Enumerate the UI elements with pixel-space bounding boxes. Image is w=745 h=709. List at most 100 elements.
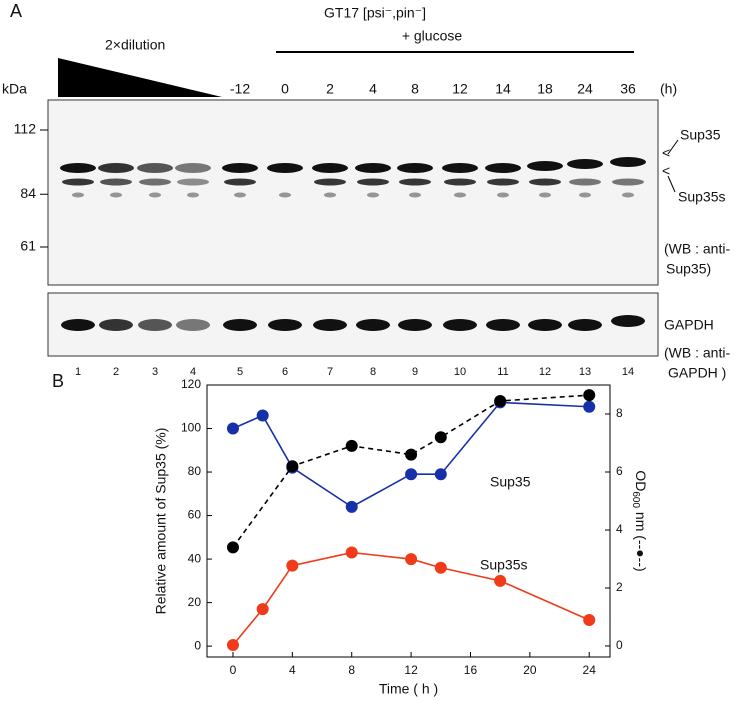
data-point: [345, 439, 358, 452]
lane-number: 7: [327, 366, 333, 378]
dilution-label: 2×dilution: [105, 37, 165, 53]
band: [612, 178, 644, 186]
band: [60, 163, 96, 173]
data-point: [494, 394, 507, 407]
y-tick-label: 0: [194, 638, 201, 652]
data-point: [226, 639, 239, 652]
band: [398, 319, 432, 331]
lane-number: 2: [113, 366, 119, 378]
bands: [60, 157, 646, 331]
time-label: 24: [577, 81, 593, 97]
band: [356, 319, 390, 331]
time-label: 2: [326, 81, 334, 97]
band: [138, 319, 172, 331]
lane-number: 6: [282, 366, 288, 378]
x-tick-label: 16: [464, 663, 478, 677]
lane-number: 11: [497, 366, 508, 378]
wb-label: GAPDH ): [668, 365, 726, 381]
band: [312, 163, 348, 173]
time-label: 12: [452, 81, 468, 97]
time-label: -12: [230, 81, 250, 97]
band: [527, 161, 563, 171]
band: [529, 178, 561, 186]
condition-label: + glucose: [402, 28, 463, 44]
y2-tick-label: 8: [616, 406, 623, 420]
data-point: [405, 553, 418, 566]
lane-number: 9: [412, 366, 418, 378]
band: [100, 178, 132, 186]
marker-label: 61: [20, 238, 36, 254]
band: [267, 163, 303, 173]
x-tick-label: 24: [583, 663, 597, 677]
band: [72, 192, 84, 198]
lane-number: 8: [370, 366, 376, 378]
band: [409, 192, 421, 198]
band: [442, 163, 478, 173]
data-point: [286, 559, 299, 572]
time-unit: (h): [660, 81, 677, 97]
y2-tick-label: 0: [616, 638, 623, 652]
lane-number: 14: [622, 366, 634, 378]
y-axis-label: Relative amount of Sup35 (%): [153, 428, 169, 615]
band-label: Sup35: [680, 127, 721, 143]
band-label: Sup35s: [678, 189, 725, 205]
y-tick-label: 40: [188, 551, 202, 565]
band: [177, 178, 209, 186]
data-point: [583, 400, 596, 413]
data-point: [583, 614, 596, 627]
band: [324, 192, 336, 198]
blot-sup35: [47, 99, 659, 286]
band: [224, 178, 256, 186]
band: [567, 159, 603, 169]
band: [579, 192, 591, 198]
series-label: Sup35s: [480, 557, 527, 573]
lane-number: 4: [190, 366, 196, 378]
x-tick-label: 20: [523, 663, 537, 677]
plot-frame: [206, 384, 611, 658]
time-label: 0: [281, 81, 289, 97]
y-tick-label: 100: [181, 421, 201, 435]
band: [497, 192, 509, 198]
x-tick-label: 4: [289, 663, 296, 677]
data-point: [226, 541, 239, 554]
time-label: 4: [369, 81, 377, 97]
band: [110, 192, 122, 198]
band: [223, 319, 257, 331]
band: [622, 192, 634, 198]
band: [62, 178, 94, 186]
lane-number: 10: [454, 366, 466, 378]
y2-tick-label: 4: [616, 522, 623, 536]
band: [268, 319, 302, 331]
data-point: [226, 422, 239, 435]
lane-number: 1: [75, 366, 81, 378]
wb-label: Sup35): [666, 261, 711, 277]
x-tick-label: 12: [404, 663, 418, 677]
arrow: <: [662, 163, 670, 179]
y-tick-label: 120: [181, 377, 201, 391]
series-line: [232, 551, 590, 646]
series-label: Sup35: [490, 474, 531, 490]
wb-label: (WB : anti-: [664, 345, 730, 361]
band: [137, 163, 173, 173]
band: [149, 192, 161, 198]
y2-label-part: OD: [633, 470, 649, 491]
band: [568, 319, 602, 331]
strain-label: GT17 [psi⁻,pin⁻]: [324, 5, 426, 21]
x-axis-label: Time ( h ): [379, 681, 438, 697]
panel-label: B: [52, 371, 64, 391]
x-tick-label: 0: [230, 663, 237, 677]
data-point: [286, 460, 299, 473]
y-tick-label: 60: [188, 508, 202, 522]
band: [139, 178, 171, 186]
data-point: [434, 431, 447, 444]
band: [610, 157, 646, 167]
y2-tick-label: 6: [616, 464, 623, 478]
band: [611, 315, 645, 327]
label-connector: [667, 139, 679, 193]
data-point: [434, 468, 447, 481]
marker-label: 112: [14, 121, 37, 137]
band: [175, 163, 211, 173]
y2-tick-label: 2: [616, 580, 623, 594]
